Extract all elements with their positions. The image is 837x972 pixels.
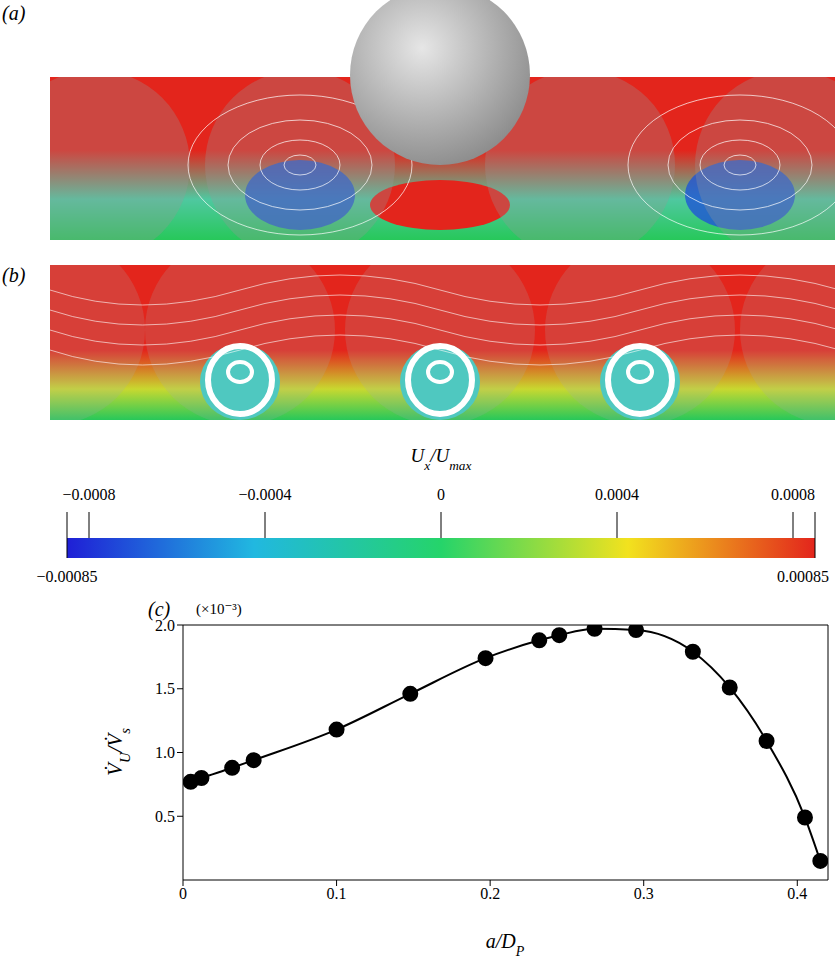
svg-text:0.1: 0.1 [327,885,347,902]
svg-text:(b): (b) [2,264,26,287]
svg-text:1.0: 1.0 [155,744,175,761]
svg-text:−0.0004: −0.0004 [238,486,291,503]
svg-text:−0.0008: −0.0008 [62,486,115,503]
svg-text:0.4: 0.4 [787,885,807,902]
svg-text:0.2: 0.2 [480,885,500,902]
svg-text:0: 0 [437,486,445,503]
svg-text:Ux/Umax: Ux/Umax [411,445,472,473]
svg-text:0.0004: 0.0004 [595,486,639,503]
svg-text:V̇U/V̇s: V̇U/V̇s [103,728,133,776]
svg-text:0: 0 [179,885,187,902]
svg-text:(c): (c) [148,598,171,620]
svg-text:0.0008: 0.0008 [771,486,815,503]
svg-text:(×10⁻³): (×10⁻³) [196,601,242,618]
svg-text:0.00085: 0.00085 [777,568,829,585]
svg-text:a/DP: a/DP [486,930,525,959]
svg-text:(a): (a) [2,2,26,25]
svg-text:−0.00085: −0.00085 [36,568,97,585]
svg-text:1.5: 1.5 [155,680,175,697]
svg-text:2.0: 2.0 [155,617,175,634]
svg-text:0.5: 0.5 [155,808,175,825]
svg-text:0.3: 0.3 [634,885,654,902]
